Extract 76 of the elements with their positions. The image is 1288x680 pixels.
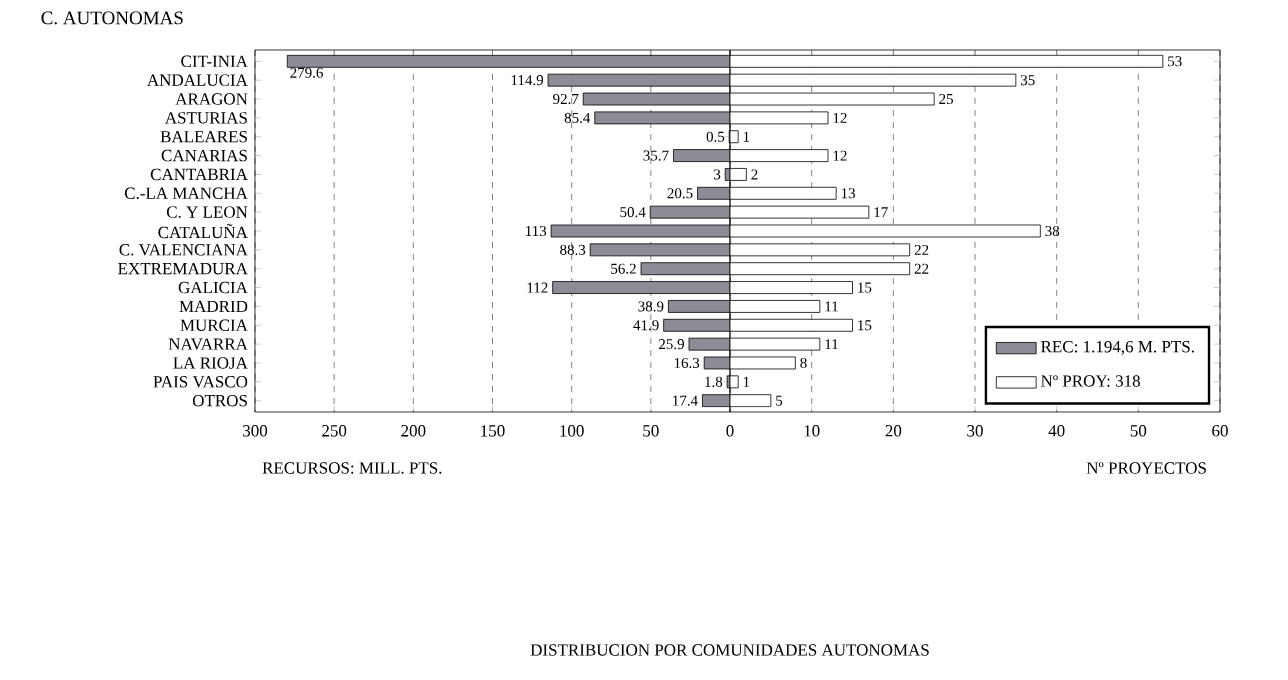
x-tick-label: 200 bbox=[401, 425, 426, 437]
y-tick-label: MADRID bbox=[179, 300, 248, 313]
data-label: 12 bbox=[833, 150, 847, 161]
x-tick-label: 250 bbox=[322, 425, 347, 437]
data-label: 8 bbox=[800, 357, 807, 369]
data-label: 112 bbox=[527, 282, 548, 293]
data-label: 56.2 bbox=[611, 263, 636, 274]
y-tick-label: EXTREMADURA bbox=[118, 263, 248, 275]
y-tick-label: ARAGON bbox=[175, 93, 248, 105]
x-tick-label: 150 bbox=[481, 425, 505, 437]
legend-label: REC: 1.194,6 M. PTS. bbox=[1041, 340, 1194, 355]
data-label: 114.9 bbox=[511, 75, 544, 86]
data-label: 15 bbox=[858, 282, 872, 293]
data-label: 88.3 bbox=[560, 244, 586, 255]
data-label: 50.4 bbox=[620, 207, 646, 218]
data-label: 113 bbox=[526, 225, 547, 237]
x-tick-label: 0 bbox=[726, 425, 734, 437]
data-label: 17.4 bbox=[673, 395, 698, 406]
x-tick-label: 50 bbox=[1130, 425, 1147, 437]
data-label: 13 bbox=[841, 188, 855, 199]
y-tick-label: ANDALUCIA bbox=[147, 74, 248, 86]
y-tick-label: NAVARRA bbox=[168, 338, 248, 350]
data-label: 41.9 bbox=[633, 320, 659, 331]
data-label: 25.9 bbox=[659, 339, 684, 350]
y-axis-title: C. AUTONOMAS bbox=[41, 11, 183, 25]
legend-label: Nº PROY: 318 bbox=[1041, 375, 1140, 387]
data-label: 17 bbox=[874, 207, 888, 218]
data-label: 11 bbox=[825, 339, 838, 350]
data-label: 1.8 bbox=[705, 376, 723, 387]
y-tick-label: C.-LA MANCHA bbox=[124, 187, 248, 200]
data-label: 16.3 bbox=[674, 357, 700, 369]
data-label: 20.5 bbox=[667, 188, 693, 199]
data-label: 35.7 bbox=[643, 150, 669, 161]
x-axis-title: RECURSOS: MILL. PTS. bbox=[262, 462, 442, 474]
y-tick-label: CANTABRIA bbox=[150, 168, 248, 181]
data-label: 1 bbox=[743, 131, 750, 142]
x-axis-title: Nº PROYECTOS bbox=[1086, 462, 1206, 474]
x-tick-label: 300 bbox=[243, 425, 268, 437]
data-label: 38 bbox=[1045, 225, 1060, 237]
data-label: 38.9 bbox=[638, 301, 664, 312]
data-label: 92.7 bbox=[553, 93, 579, 105]
data-label: 2 bbox=[751, 169, 758, 180]
x-tick-label: 100 bbox=[560, 425, 584, 437]
data-label: 22 bbox=[914, 263, 929, 274]
y-tick-label: ASTURIAS bbox=[164, 112, 247, 124]
y-tick-label: CATALUÑA bbox=[158, 223, 248, 239]
data-label: 25 bbox=[939, 94, 953, 105]
y-tick-label: LA RIOJA bbox=[173, 357, 248, 369]
y-tick-label: OTROS bbox=[192, 394, 247, 407]
data-label: 35 bbox=[1020, 75, 1035, 86]
y-tick-label: PAIS VASCO bbox=[153, 376, 248, 388]
x-tick-label: 40 bbox=[1048, 425, 1065, 437]
y-tick-label: MURCIA bbox=[180, 319, 248, 331]
y-tick-label: BALEARES bbox=[160, 131, 247, 143]
data-label: 85.4 bbox=[564, 112, 591, 123]
y-tick-label: C. Y LEON bbox=[166, 206, 248, 218]
x-tick-label: 10 bbox=[804, 425, 820, 437]
y-tick-label: CANARIAS bbox=[161, 149, 247, 162]
data-label: 1 bbox=[743, 376, 750, 387]
x-tick-label: 30 bbox=[967, 425, 983, 437]
y-tick-label: CIT-INIA bbox=[181, 55, 248, 68]
text: DISTRIBUCION POR COMUNIDADES AUTONOMAS bbox=[530, 644, 929, 656]
data-label: 15 bbox=[858, 320, 872, 331]
x-tick-label: 20 bbox=[885, 425, 902, 437]
data-label: 5 bbox=[776, 395, 783, 406]
y-tick-label: C. VALENCIANA bbox=[119, 244, 248, 256]
x-tick-label: 60 bbox=[1212, 425, 1228, 437]
y-tick-label: GALICIA bbox=[178, 281, 248, 294]
x-tick-label: 50 bbox=[643, 425, 659, 437]
data-label: 3 bbox=[714, 169, 721, 180]
data-label: 12 bbox=[833, 112, 847, 123]
data-label: 11 bbox=[825, 301, 838, 312]
data-label: 53 bbox=[1168, 56, 1182, 67]
data-label: 0.5 bbox=[706, 131, 725, 142]
data-label: 22 bbox=[914, 244, 929, 255]
data-label: 279.6 bbox=[290, 67, 324, 78]
